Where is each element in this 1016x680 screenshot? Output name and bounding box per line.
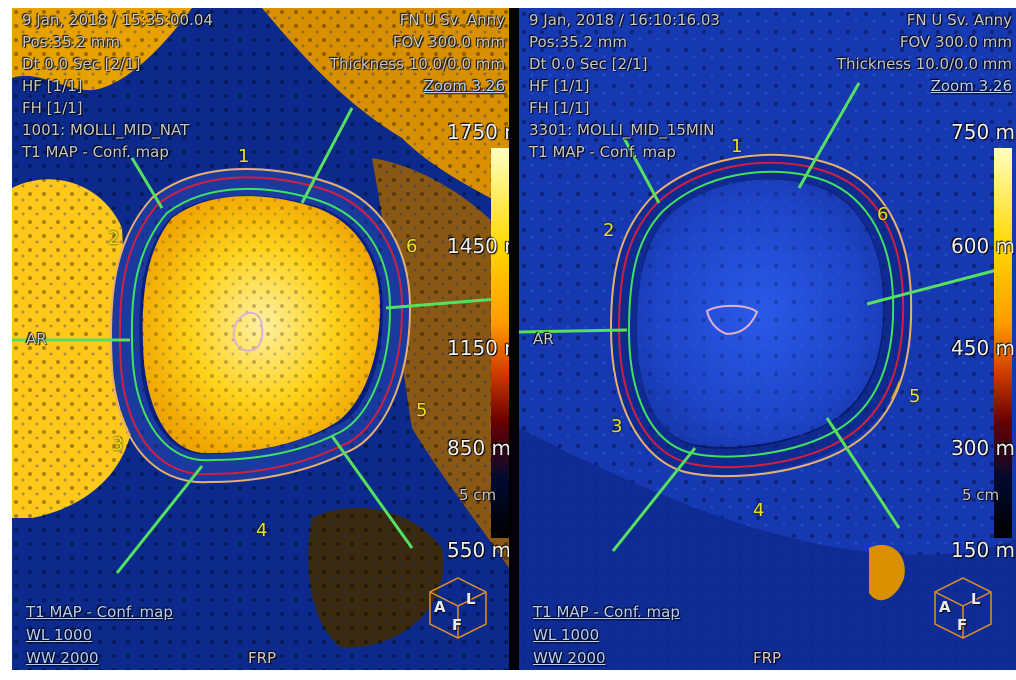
- native-t1-map-image: [12, 8, 509, 670]
- right-viewer[interactable]: 9 Jan, 2018 / 16:10:16.03 Pos:35.2 mm Dt…: [519, 8, 1016, 670]
- scale-label-3: 450 m: [951, 336, 1016, 360]
- window-level-link[interactable]: WL 1000: [533, 626, 600, 644]
- segment-4-label: 4: [256, 520, 268, 541]
- segment-5-label: 5: [909, 386, 921, 407]
- scale-label-3: 1150 m: [447, 336, 509, 360]
- zoom-link[interactable]: Zoom 3.26: [930, 77, 1012, 95]
- map-type-label: T1 MAP - Conf. map: [529, 143, 676, 161]
- segment-1-label: 1: [731, 136, 743, 157]
- map-type-label: T1 MAP - Conf. map: [22, 143, 169, 161]
- orientation-label: AR: [533, 330, 554, 348]
- orientation-label: AR: [26, 330, 47, 348]
- segment-2-label: 2: [108, 228, 120, 249]
- fh-label: FH [1/1]: [22, 99, 83, 117]
- scale-label-2: 600 m: [951, 234, 1016, 258]
- scale-label-min: 550 m: [447, 538, 509, 562]
- cube-letter-a: A: [939, 598, 951, 616]
- scale-label-4: 300 m: [951, 436, 1016, 460]
- orientation-cube-icon: [934, 577, 992, 639]
- date-time-label: 9 Jan, 2018 / 16:10:16.03: [529, 11, 720, 29]
- fh-label: FH [1/1]: [529, 99, 590, 117]
- hospital-label: FN U Sv. Anny: [906, 11, 1012, 29]
- orientation-cube-icon: [429, 577, 487, 639]
- cube-letter-l: L: [466, 590, 476, 608]
- thickness-label: Thickness 10.0/0.0 mm: [836, 55, 1012, 73]
- ruler-label: 5 cm: [459, 486, 497, 504]
- cube-letter-a: A: [434, 598, 446, 616]
- left-viewer[interactable]: 9 Jan, 2018 / 15:35:00.04 Pos:35.2 mm Dt…: [12, 8, 509, 670]
- orientation-cube[interactable]: A L F: [426, 576, 490, 640]
- scale-label-max: 1750 m: [447, 120, 509, 144]
- series-label: 3301: MOLLI_MID_15MIN: [529, 121, 715, 139]
- segment-3-label: 3: [611, 416, 623, 437]
- bottom-map-type-link[interactable]: T1 MAP - Conf. map: [26, 603, 173, 621]
- viewer-divider: [509, 8, 519, 670]
- segment-1-label: 1: [238, 146, 250, 167]
- zoom-link[interactable]: Zoom 3.26: [423, 77, 505, 95]
- position-label: Pos:35.2 mm: [22, 33, 120, 51]
- fov-label: FOV 300.0 mm: [899, 33, 1012, 51]
- window-width-link[interactable]: WW 2000: [26, 649, 99, 667]
- hf-label: HF [1/1]: [529, 77, 590, 95]
- cube-letter-l: L: [971, 590, 981, 608]
- position-label: Pos:35.2 mm: [529, 33, 627, 51]
- dt-label: Dt 0.0 Sec [2/1]: [22, 55, 141, 73]
- frp-label: FRP: [753, 649, 782, 667]
- segment-6-label: 6: [877, 204, 889, 225]
- orientation-cube[interactable]: A L F: [931, 576, 995, 640]
- hf-label: HF [1/1]: [22, 77, 83, 95]
- segment-5-label: 5: [416, 400, 428, 421]
- date-time-label: 9 Jan, 2018 / 15:35:00.04: [22, 11, 213, 29]
- t1-colorbar: [491, 148, 509, 538]
- scale-label-4: 850 m: [447, 436, 509, 460]
- scale-label-max: 750 m: [951, 120, 1016, 144]
- cube-letter-f: F: [957, 616, 968, 634]
- segment-3-label: 3: [112, 434, 124, 455]
- t1-colorbar: [994, 148, 1012, 538]
- dt-label: Dt 0.0 Sec [2/1]: [529, 55, 648, 73]
- thickness-label: Thickness 10.0/0.0 mm: [329, 55, 505, 73]
- fov-label: FOV 300.0 mm: [392, 33, 505, 51]
- hospital-label: FN U Sv. Anny: [399, 11, 505, 29]
- cube-letter-f: F: [452, 616, 463, 634]
- bottom-map-type-link[interactable]: T1 MAP - Conf. map: [533, 603, 680, 621]
- ruler-label: 5 cm: [962, 486, 1000, 504]
- window-width-link[interactable]: WW 2000: [533, 649, 606, 667]
- segment-4-label: 4: [753, 500, 765, 521]
- scale-label-2: 1450 m: [447, 234, 509, 258]
- scale-label-min: 150 m: [951, 538, 1016, 562]
- window-level-link[interactable]: WL 1000: [26, 626, 93, 644]
- series-label: 1001: MOLLI_MID_NAT: [22, 121, 190, 139]
- segment-6-label: 6: [406, 236, 418, 257]
- postcontrast-t1-map-image: [519, 8, 1016, 670]
- segment-2-label: 2: [603, 220, 615, 241]
- frp-label: FRP: [248, 649, 277, 667]
